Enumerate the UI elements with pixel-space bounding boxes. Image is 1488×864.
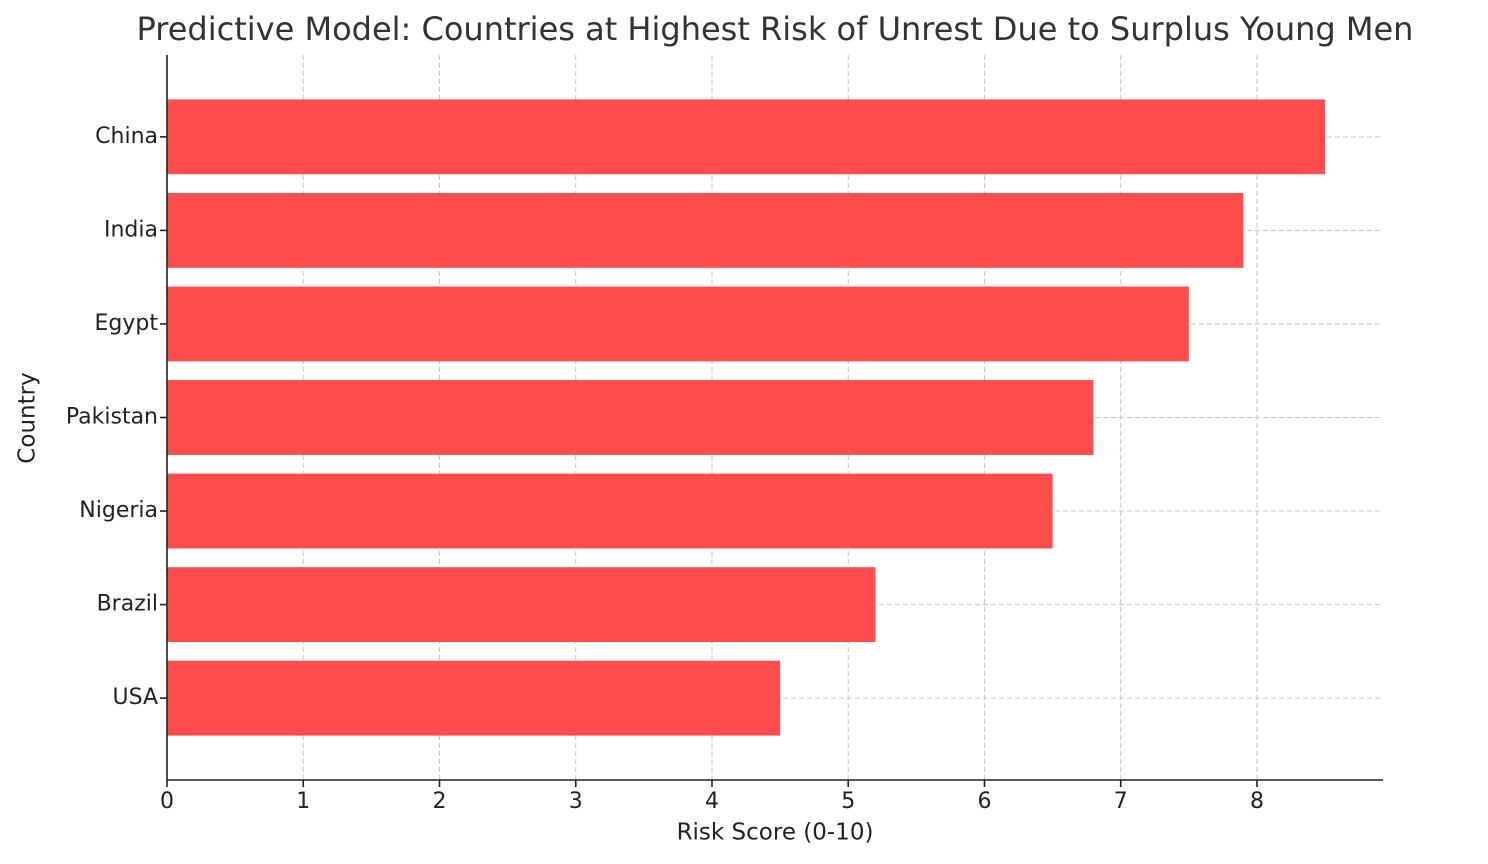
x-tick-label: 6 [977, 789, 991, 814]
x-tick-label: 1 [296, 789, 310, 814]
y-tick-label: USA [112, 685, 158, 710]
x-tick-label: 2 [432, 789, 446, 814]
x-tick-label: 4 [705, 789, 719, 814]
y-tick-label: Egypt [95, 311, 159, 336]
bar [167, 660, 781, 736]
y-axis-label: Country [15, 372, 41, 463]
bar [167, 286, 1189, 362]
bar [167, 380, 1094, 455]
y-tick-label: India [104, 217, 158, 242]
x-tick-label: 0 [160, 789, 174, 814]
x-tick-label: 5 [841, 789, 855, 814]
y-tick-label: China [95, 124, 158, 149]
y-tick-label: Pakistan [66, 405, 158, 430]
bar [167, 192, 1244, 268]
chart-title: Predictive Model: Countries at Highest R… [137, 10, 1414, 48]
x-tick-label: 7 [1114, 789, 1128, 814]
x-tick-label: 3 [569, 789, 583, 814]
bar [167, 473, 1053, 549]
y-tick-label: Nigeria [79, 498, 158, 523]
x-tick-label: 8 [1250, 789, 1264, 814]
bar [167, 99, 1326, 175]
x-axis-label: Risk Score (0-10) [677, 820, 874, 846]
y-tick-label: Brazil [97, 592, 158, 617]
bar [167, 567, 876, 643]
